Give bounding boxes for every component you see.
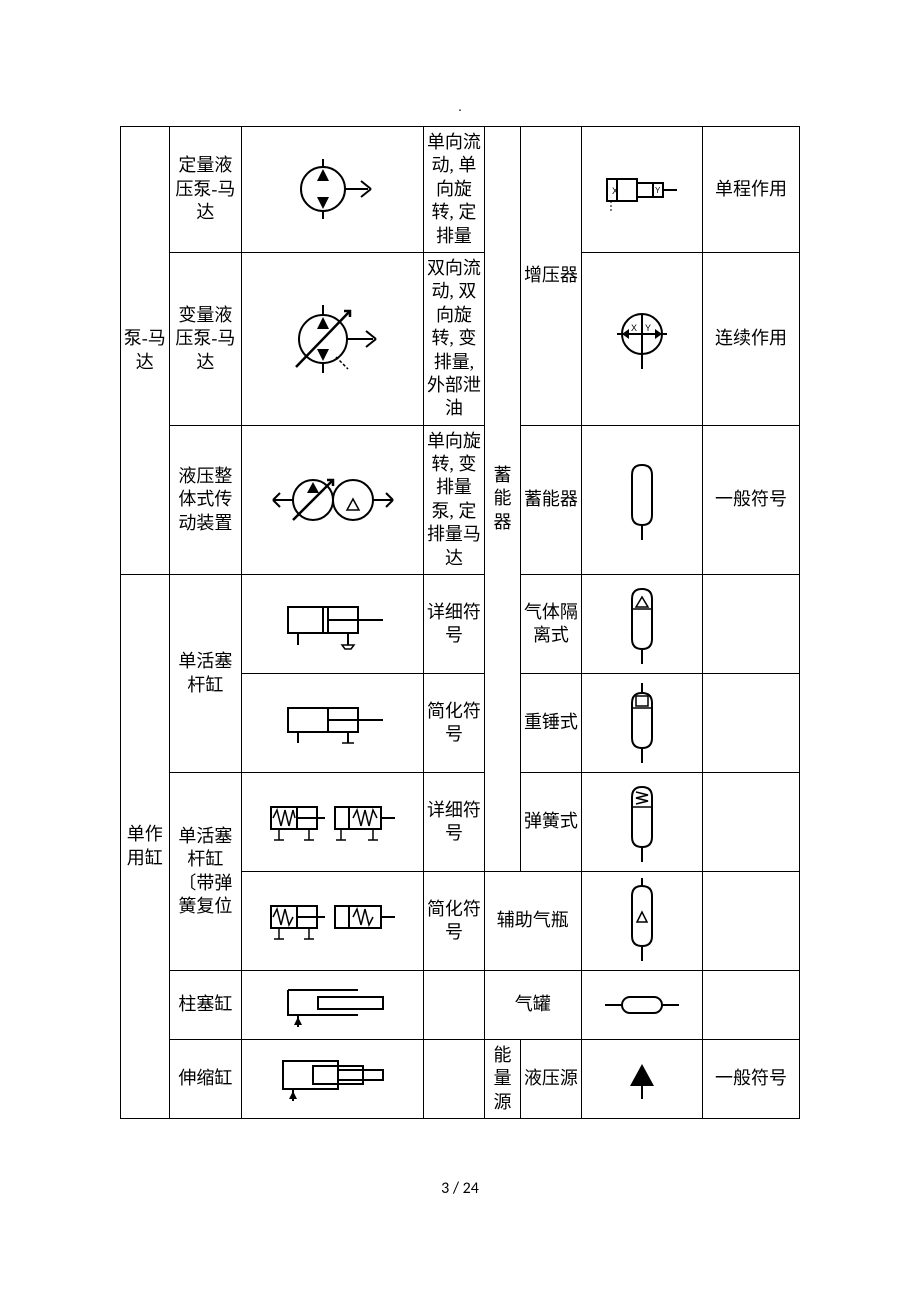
symbol-cell <box>242 575 424 674</box>
table-row: 变量液压泵-马达 双向流动, 双向旋转, 变排量, 外部泄油 <box>121 252 800 425</box>
accumulator-weight-icon <box>612 678 672 768</box>
desc-cell: 单程作用 <box>703 127 800 253</box>
single-rod-simplified-icon <box>268 693 398 753</box>
symbol-cell <box>242 971 424 1040</box>
desc-cell: 详细符号 <box>424 773 485 872</box>
desc-cell <box>424 971 485 1040</box>
intensifier-single-icon: X Y <box>597 159 687 219</box>
desc-cell: 双向流动, 双向旋转, 变排量, 外部泄油 <box>424 252 485 425</box>
name-cell: 定量液压泵-马达 <box>169 127 242 253</box>
desc-cell <box>703 773 800 872</box>
desc-cell: 一般符号 <box>703 1040 800 1119</box>
pump-motor-variable-icon <box>278 289 388 389</box>
symbol-cell <box>581 1040 702 1119</box>
table-row: 伸缩缸 能量源 液压源 一般符号 <box>121 1040 800 1119</box>
name-cell: 伸缩缸 <box>169 1040 242 1119</box>
category-cell: 能量源 <box>484 1040 520 1119</box>
single-rod-detailed-icon <box>268 589 398 659</box>
symbol-cell <box>242 674 424 773</box>
desc-cell <box>424 1040 485 1119</box>
name-cell: 液压整体式传动装置 <box>169 425 242 574</box>
symbol-cell <box>581 575 702 674</box>
table-row: 泵-马达 定量液压泵-马达 单向流动, 单向旋转, 定排量 蓄能器 增压器 <box>121 127 800 253</box>
gas-tank-icon <box>597 985 687 1025</box>
telescopic-cylinder-icon <box>268 1049 398 1109</box>
category-cell: 增压器 <box>521 127 582 426</box>
desc-cell: 一般符号 <box>703 425 800 574</box>
symbol-cell <box>242 252 424 425</box>
name-cell: 气罐 <box>484 971 581 1040</box>
desc-cell <box>703 674 800 773</box>
spring-return-simplified-icon <box>263 891 403 951</box>
header-dot: . <box>120 100 800 126</box>
name-cell: 柱塞缸 <box>169 971 242 1040</box>
desc-cell: 单向流动, 单向旋转, 定排量 <box>424 127 485 253</box>
desc-cell: 连续作用 <box>703 252 800 425</box>
desc-cell: 简化符号 <box>424 872 485 971</box>
name-cell: 辅助气瓶 <box>484 872 581 971</box>
name-cell: 变量液压泵-马达 <box>169 252 242 425</box>
plunger-cylinder-icon <box>268 975 398 1035</box>
name-cell: 单活塞杆缸〔带弹簧复位 <box>169 773 242 971</box>
symbol-cell <box>581 773 702 872</box>
pump-motor-fixed-icon <box>283 149 383 229</box>
accumulator-gas-icon <box>612 579 672 669</box>
symbol-cell <box>581 872 702 971</box>
name-cell: 单活塞杆缸 <box>169 575 242 773</box>
name-cell: 弹簧式 <box>521 773 582 872</box>
intensifier-continuous-icon: X Y <box>597 299 687 379</box>
document-page: . 泵-马达 定量液压泵-马达 单向流动, 单 <box>0 0 920 1238</box>
table-row: 单活塞杆缸〔带弹簧复位 <box>121 773 800 872</box>
hydraulic-source-icon <box>612 1054 672 1104</box>
symbol-cell <box>242 872 424 971</box>
desc-cell: 单向旋转, 变排量泵, 定排量马达 <box>424 425 485 574</box>
symbol-cell <box>242 1040 424 1119</box>
symbol-cell <box>242 425 424 574</box>
spring-return-detailed-icon <box>263 792 403 852</box>
page-footer: 3 / 24 <box>120 1119 800 1198</box>
symbol-cell <box>581 971 702 1040</box>
svg-text:X: X <box>612 186 618 196</box>
table-row: 单作用缸 单活塞杆缸 详细符号 气体隔离式 <box>121 575 800 674</box>
name-cell: 气体隔离式 <box>521 575 582 674</box>
symbol-cell <box>581 425 702 574</box>
symbol-cell: X Y <box>581 252 702 425</box>
category-cell: 泵-马达 <box>121 127 170 575</box>
svg-text:X: X <box>631 323 637 333</box>
accumulator-spring-icon <box>612 777 672 867</box>
auxiliary-gas-bottle-icon <box>612 876 672 966</box>
symbol-table: 泵-马达 定量液压泵-马达 单向流动, 单向旋转, 定排量 蓄能器 增压器 <box>120 126 800 1119</box>
table-row: 柱塞缸 气罐 <box>121 971 800 1040</box>
name-cell: 重锤式 <box>521 674 582 773</box>
desc-cell: 详细符号 <box>424 575 485 674</box>
symbol-cell: X Y <box>581 127 702 253</box>
category-cell: 蓄能器 <box>484 127 520 872</box>
desc-cell: 简化符号 <box>424 674 485 773</box>
symbol-cell <box>242 773 424 872</box>
desc-cell <box>703 971 800 1040</box>
accumulator-general-icon <box>612 455 672 545</box>
symbol-cell <box>242 127 424 253</box>
symbol-cell <box>581 674 702 773</box>
category-cell: 单作用缸 <box>121 575 170 1119</box>
desc-cell <box>703 575 800 674</box>
desc-cell <box>703 872 800 971</box>
svg-text:Y: Y <box>645 323 651 333</box>
name-cell: 蓄能器 <box>521 425 582 574</box>
hydrostatic-transmission-icon <box>268 455 398 545</box>
svg-text:Y: Y <box>655 186 661 195</box>
name-cell: 液压源 <box>521 1040 582 1119</box>
table-row: 液压整体式传动装置 单向旋转, 变排量泵, 定排量马达 <box>121 425 800 574</box>
